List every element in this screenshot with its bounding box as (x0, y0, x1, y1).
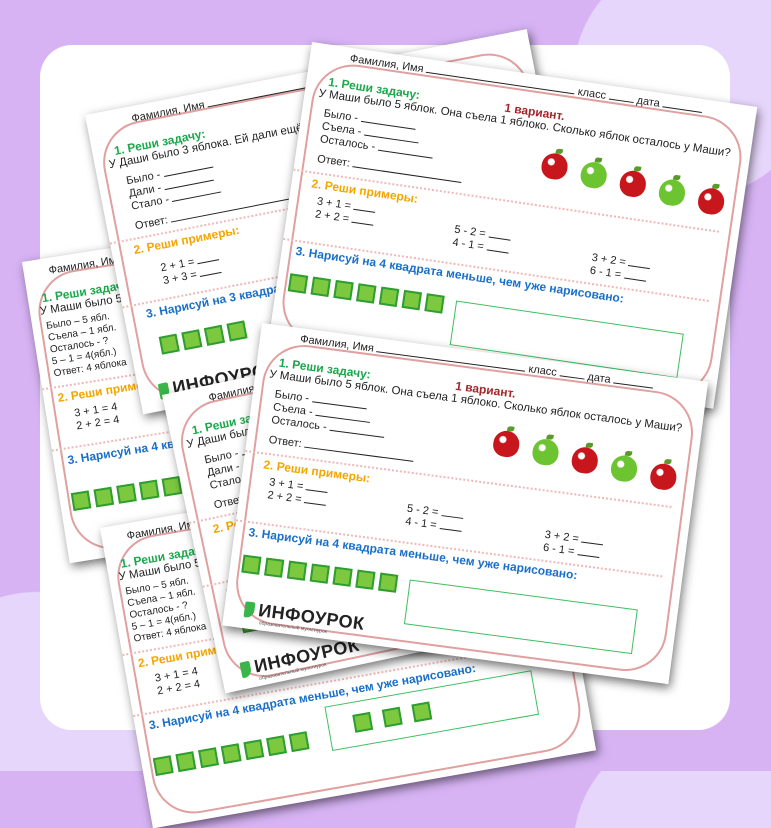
green-square (264, 557, 285, 578)
green-square (266, 735, 287, 757)
green-square (378, 286, 400, 307)
green-square (181, 329, 203, 351)
green-square (243, 739, 265, 761)
blank-line[interactable] (305, 480, 329, 494)
green-square (241, 554, 262, 575)
blank-line[interactable] (581, 532, 605, 546)
blank-line[interactable] (628, 256, 652, 270)
green-square (220, 743, 242, 765)
green-square (356, 283, 377, 304)
blank-line[interactable] (440, 506, 464, 519)
blank-line[interactable] (351, 212, 375, 226)
green-square (70, 490, 92, 511)
green-square (175, 751, 197, 773)
green-square (286, 560, 308, 581)
green-square (332, 566, 353, 587)
drawn-square (352, 711, 374, 733)
drawn-square (411, 701, 433, 723)
blank-line[interactable] (608, 89, 635, 104)
blank-line[interactable] (559, 366, 586, 380)
green-square (203, 324, 225, 346)
worksheet-collage: Фамилия, Имя 1. Реши задачу: У Маши было 5… (0, 0, 771, 771)
green-square (93, 486, 115, 508)
green-square (198, 747, 219, 769)
green-square (226, 320, 248, 342)
green-square (309, 563, 330, 584)
green-square (138, 479, 160, 501)
logo-mark-icon (239, 660, 253, 678)
blank-line[interactable] (613, 373, 655, 389)
blank-line[interactable] (304, 493, 328, 506)
green-square (424, 293, 445, 314)
green-square (288, 731, 310, 753)
blank-line[interactable] (488, 227, 512, 241)
green-square (158, 333, 180, 355)
green-square (401, 289, 422, 311)
blank-line[interactable] (576, 545, 601, 558)
green-square (152, 755, 174, 777)
blank-line[interactable] (439, 518, 463, 532)
blank-line[interactable] (662, 97, 704, 114)
green-square (310, 276, 331, 298)
drawn-square (381, 706, 403, 728)
blank-line[interactable] (623, 268, 647, 282)
worksheet-masha-front: Фамилия, Имякласс дата 1. Реши задачу: 1 ва… (222, 323, 709, 685)
blank-line[interactable] (353, 199, 377, 213)
logo-mark-icon (243, 600, 256, 618)
green-square (116, 483, 137, 504)
green-square (378, 572, 399, 593)
green-square (287, 273, 309, 294)
blank-line[interactable] (486, 240, 510, 254)
green-square (355, 569, 376, 590)
green-square (333, 279, 354, 301)
